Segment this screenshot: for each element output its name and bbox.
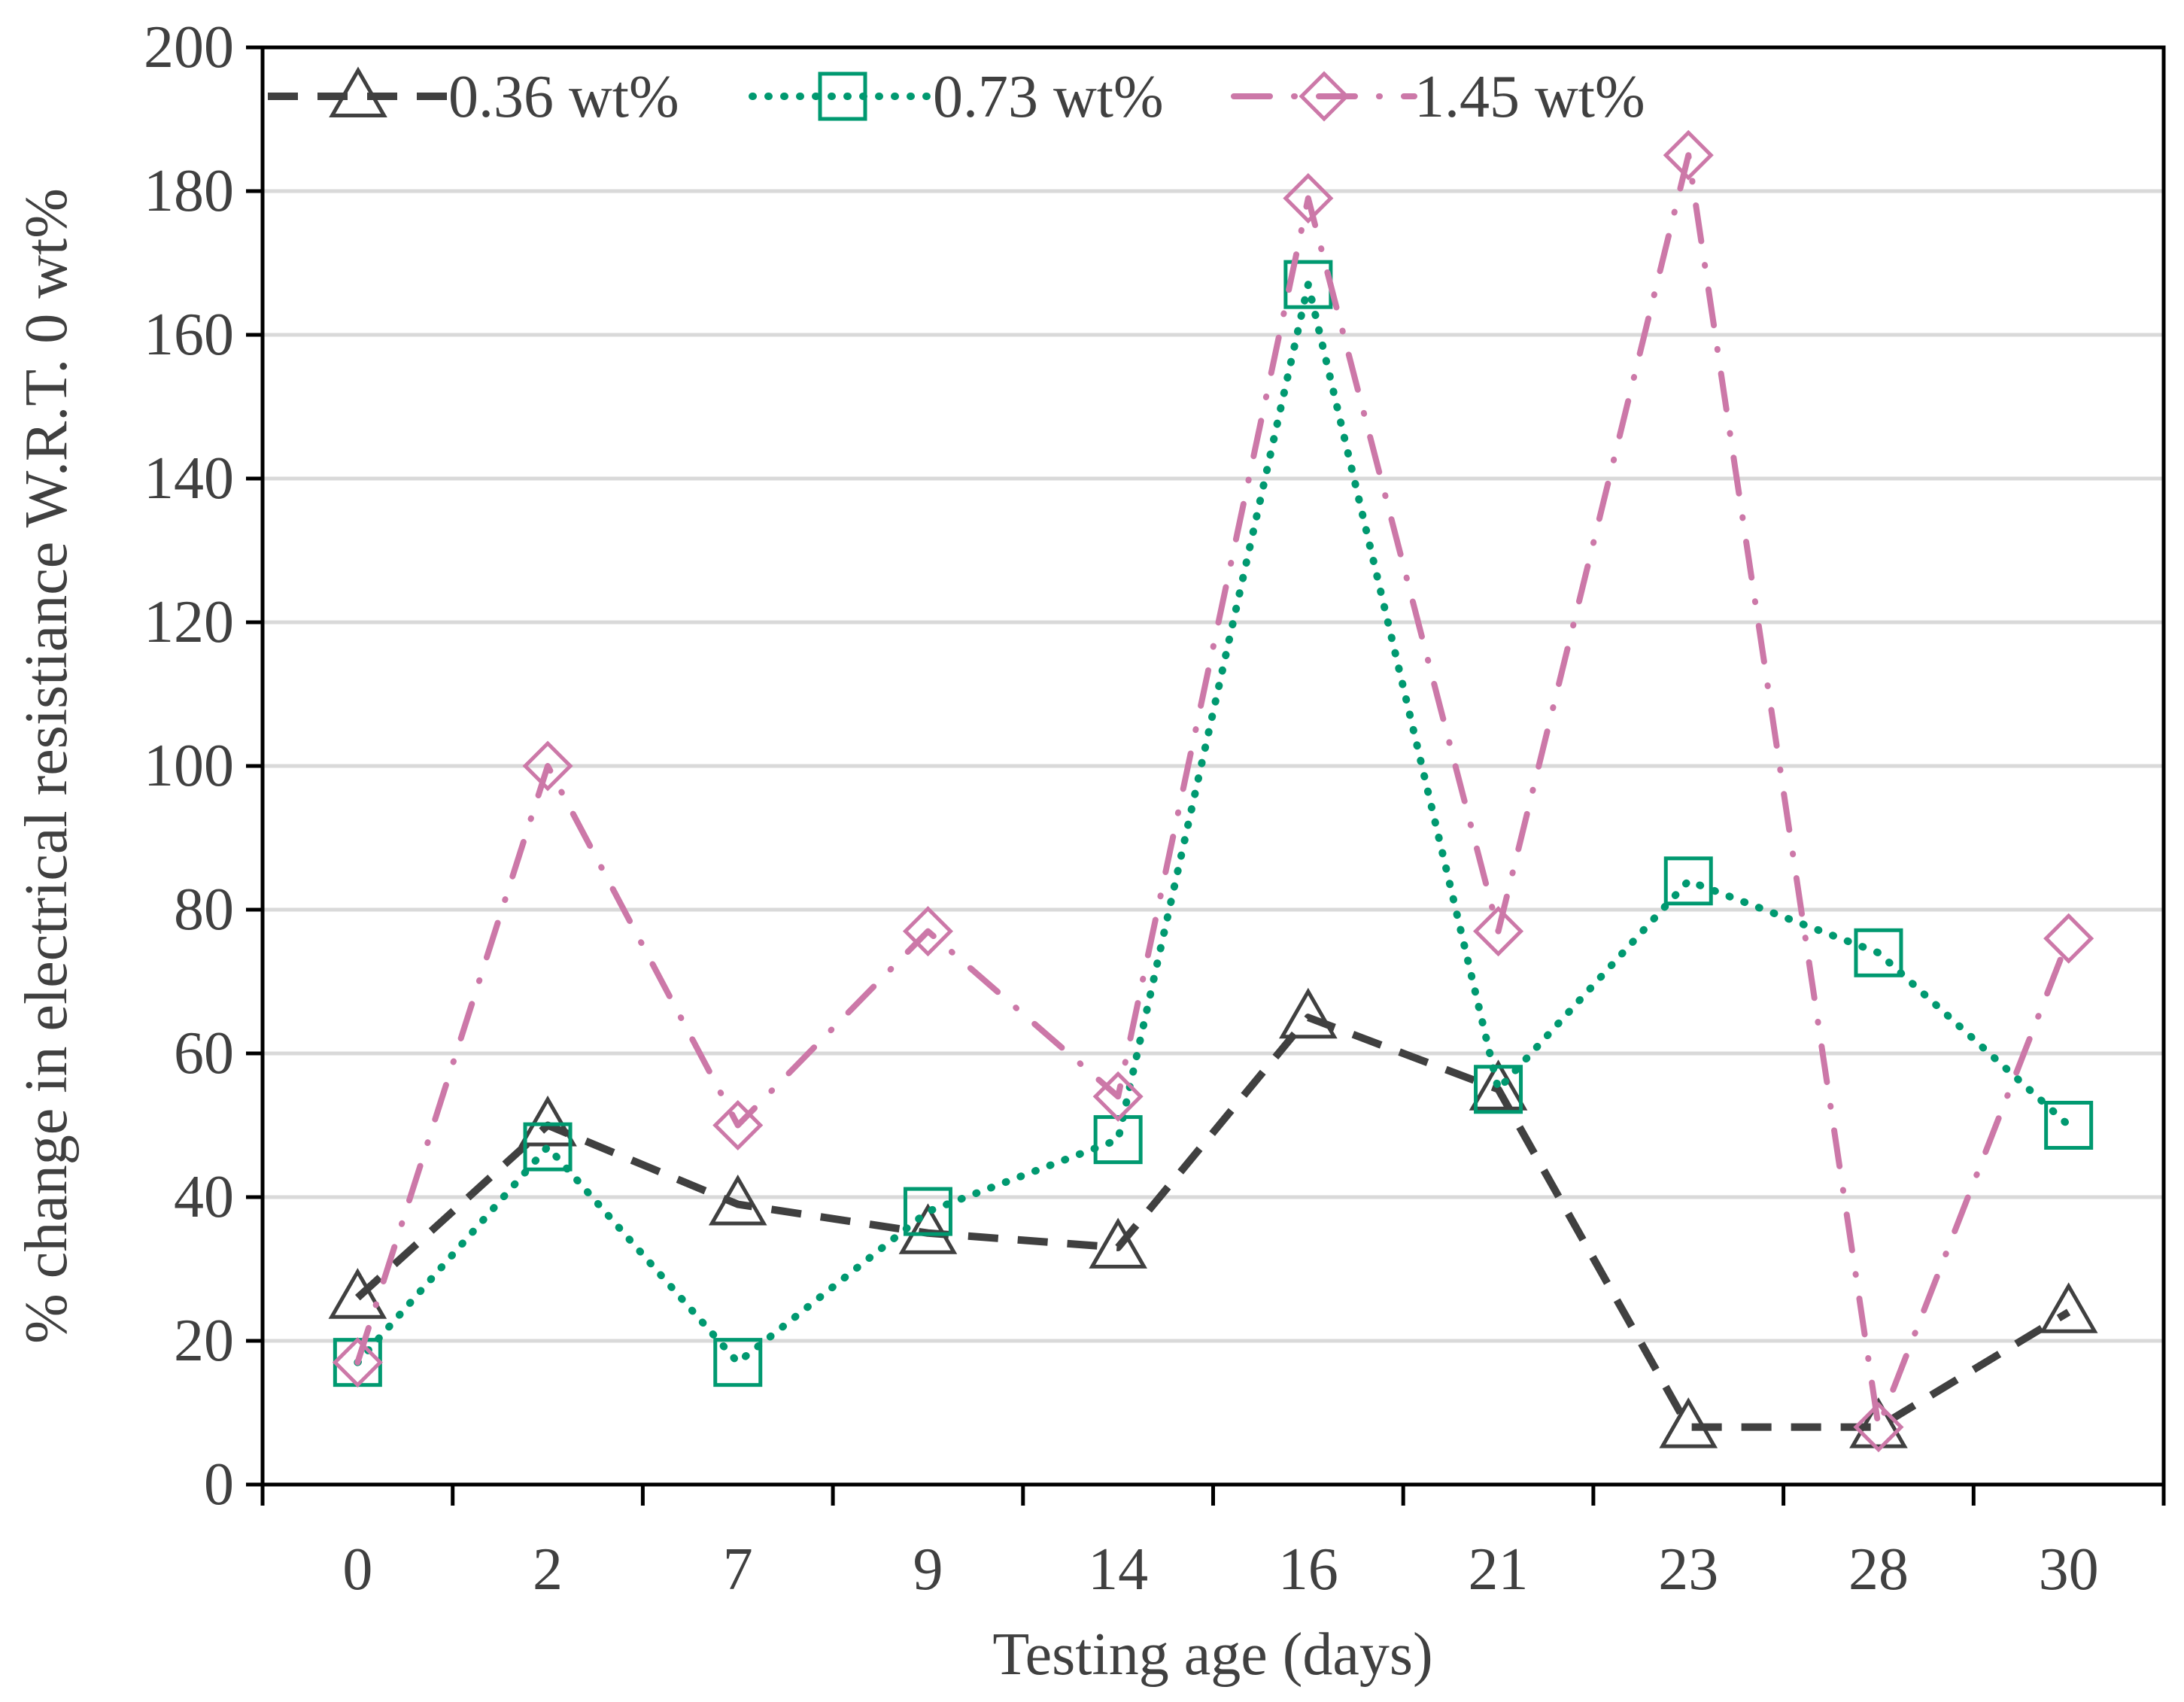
x-tick-label: 9 bbox=[913, 1536, 943, 1603]
data-point-triangle bbox=[1279, 987, 1338, 1039]
data-point-square bbox=[903, 1187, 952, 1236]
data-point-diamond bbox=[1473, 906, 1524, 957]
y-tick-label: 180 bbox=[144, 158, 234, 224]
data-point-triangle bbox=[1849, 1397, 1908, 1448]
legend-label: 1.45 wt% bbox=[1414, 64, 1645, 130]
data-point-triangle bbox=[328, 1268, 387, 1319]
data-point-diamond bbox=[1663, 129, 1714, 181]
y-tick-label: 20 bbox=[174, 1308, 234, 1374]
series-line bbox=[354, 1014, 2071, 1431]
y-tick-label: 100 bbox=[144, 733, 234, 799]
x-tick-label: 0 bbox=[342, 1536, 372, 1603]
y-axis-title: % change in electrical resistiance W.R.T… bbox=[14, 188, 80, 1344]
data-point-triangle bbox=[708, 1175, 767, 1226]
data-point-triangle bbox=[898, 1203, 958, 1254]
series-triangle bbox=[328, 987, 2098, 1448]
legend-marker-square bbox=[818, 71, 867, 121]
legend-entry: 0.73 wt% bbox=[749, 64, 1164, 130]
y-tick-label: 60 bbox=[174, 1020, 234, 1087]
x-axis: 0 2 7 9 14 16 21 23 28 30 bbox=[260, 1485, 2166, 1603]
y-tick-label: 0 bbox=[204, 1451, 234, 1518]
legend-marker-diamond bbox=[1299, 71, 1350, 122]
x-tick-label: 21 bbox=[1469, 1536, 1529, 1603]
data-point-diamond bbox=[1853, 1402, 1904, 1453]
data-point-square bbox=[713, 1338, 763, 1387]
data-point-triangle bbox=[1089, 1217, 1147, 1269]
series-square bbox=[333, 260, 2094, 1387]
series-diamond bbox=[332, 129, 2094, 1453]
x-tick-label: 30 bbox=[2039, 1536, 2099, 1603]
y-axis: 0 20 40 60 80 100 120 140 160 180 200 bbox=[144, 14, 263, 1518]
data-point-square bbox=[1093, 1115, 1143, 1165]
y-tick-label: 120 bbox=[144, 589, 234, 655]
data-point-square bbox=[1663, 856, 1713, 906]
data-point-diamond bbox=[332, 1337, 383, 1388]
data-point-diamond bbox=[712, 1099, 764, 1151]
data-point-triangle bbox=[1469, 1059, 1528, 1111]
plot-area-frame bbox=[260, 45, 2166, 1487]
data-point-square bbox=[1854, 928, 1903, 977]
x-tick-label: 14 bbox=[1088, 1536, 1148, 1603]
data-point-triangle bbox=[518, 1095, 577, 1147]
legend-marker-triangle bbox=[329, 66, 387, 117]
x-axis-title: Testing age (days) bbox=[992, 1621, 1432, 1688]
data-point-triangle bbox=[1659, 1397, 1718, 1448]
data-point-diamond bbox=[522, 740, 573, 792]
series-line bbox=[354, 152, 2072, 1430]
y-tick-label: 40 bbox=[174, 1164, 234, 1230]
x-tick-label: 2 bbox=[533, 1536, 563, 1603]
data-point-diamond bbox=[1092, 1071, 1144, 1122]
data-point-diamond bbox=[902, 906, 953, 957]
data-point-diamond bbox=[2043, 913, 2094, 964]
legend-label: 0.36 wt% bbox=[448, 64, 679, 130]
gridlines bbox=[263, 189, 2164, 1343]
series-line bbox=[354, 281, 2073, 1366]
x-tick-label: 16 bbox=[1278, 1536, 1338, 1603]
data-point-triangle bbox=[2039, 1282, 2098, 1333]
data-point-diamond bbox=[1283, 173, 1334, 224]
x-tick-label: 23 bbox=[1658, 1536, 1718, 1603]
y-tick-label: 200 bbox=[144, 14, 234, 81]
legend-label: 0.73 wt% bbox=[933, 64, 1164, 130]
y-tick-label: 160 bbox=[144, 302, 234, 368]
legend: 0.36 wt% 0.73 wt% 1.45 wt% bbox=[268, 64, 1645, 130]
data-point-square bbox=[523, 1122, 573, 1172]
y-tick-label: 80 bbox=[174, 877, 234, 943]
y-tick-label: 140 bbox=[144, 445, 234, 512]
plot-series bbox=[328, 129, 2098, 1453]
x-tick-label: 7 bbox=[723, 1536, 753, 1603]
legend-entry: 1.45 wt% bbox=[1231, 64, 1645, 130]
data-point-square bbox=[2044, 1101, 2094, 1150]
legend-entry: 0.36 wt% bbox=[268, 64, 679, 130]
x-tick-label: 28 bbox=[1848, 1536, 1909, 1603]
data-point-square bbox=[1474, 1065, 1523, 1114]
